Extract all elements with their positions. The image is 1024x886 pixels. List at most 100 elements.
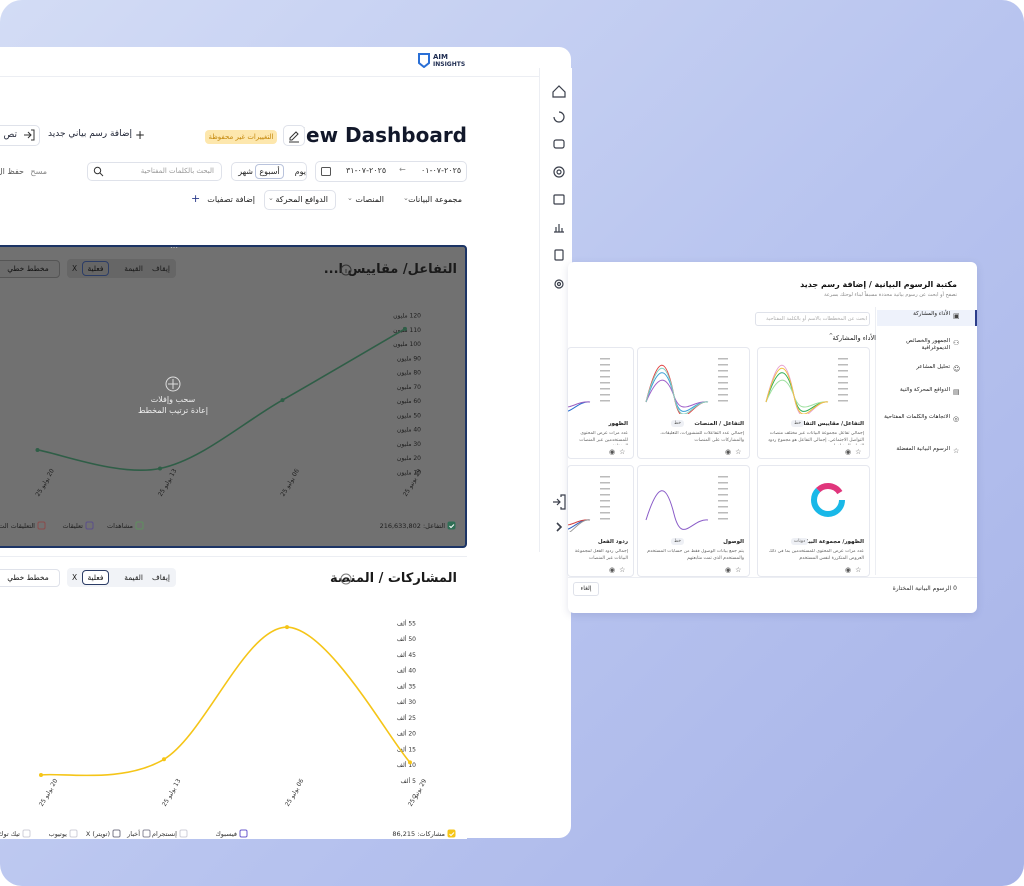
- edit-button[interactable]: [283, 125, 305, 146]
- chart-card[interactable]: الظهور خط عدد مرات عرض المحتوى للمستخدمين …: [567, 347, 634, 459]
- library-search[interactable]: [755, 312, 870, 326]
- save-button[interactable]: حفظ ال: [0, 167, 24, 176]
- legend-checkbox[interactable]: [447, 521, 456, 530]
- add-filter[interactable]: إضافة تصفيات: [207, 195, 255, 204]
- add-chart-button[interactable]: إضافة رسم بياني جديد: [48, 129, 132, 139]
- export-button[interactable]: [0, 125, 40, 146]
- thumb-axis-label: [718, 394, 728, 396]
- control-value[interactable]: القيمة: [124, 573, 143, 582]
- filter-box[interactable]: [264, 190, 336, 210]
- control-value[interactable]: القيمة: [124, 264, 143, 273]
- stats-icon[interactable]: [554, 224, 564, 233]
- search-box[interactable]: [87, 162, 222, 181]
- legend-checkbox[interactable]: [142, 829, 151, 838]
- chart-title: المشاركات / المنصة: [329, 571, 457, 586]
- legend-checkbox[interactable]: [239, 829, 248, 838]
- filter[interactable]: مجموعة البيانات: [408, 195, 462, 204]
- card-description: عدد مرات عرض المحتوى للمستخدمين بما في ذ…: [769, 549, 864, 561]
- library-search-placeholder: ابحث عن المخططات بالاسم أو بالكلمة المفت…: [766, 316, 867, 322]
- chart-card[interactable]: التفاعل/ مقاييس التفاعل خط إجمالي تفاعل مج…: [757, 347, 870, 459]
- chart-icon[interactable]: [553, 139, 565, 149]
- thumb-axis-label: [718, 500, 728, 502]
- control-close[interactable]: X: [72, 264, 78, 273]
- resize-handle[interactable]: ⋯: [170, 243, 178, 252]
- point: [408, 760, 412, 765]
- card-actions[interactable]: ◉☆: [609, 566, 630, 574]
- card-actions[interactable]: ◉☆: [845, 566, 866, 574]
- cancel-button[interactable]: إلغاء: [573, 582, 599, 596]
- chart-panel[interactable]: [0, 556, 467, 839]
- filter[interactable]: المنصات: [355, 195, 384, 204]
- collapse-icon[interactable]: [556, 522, 563, 532]
- legend-checkbox[interactable]: [179, 829, 188, 838]
- category-item[interactable]: الاتجاهات والكلمات المفتاحية: [884, 414, 950, 420]
- thumb-axis-label: [600, 388, 610, 390]
- y-tick-label: 100 مليون: [393, 341, 421, 348]
- card-actions[interactable]: ◉☆: [845, 448, 866, 456]
- control-pause[interactable]: إيقاف: [151, 573, 170, 582]
- period-option-selected[interactable]: أسبوع: [255, 164, 284, 179]
- card-actions[interactable]: ◉☆: [609, 448, 630, 456]
- chart-type-select[interactable]: مخطط خطي: [0, 569, 60, 587]
- thumb-axis-label: [838, 388, 848, 390]
- category-item[interactable]: الرسوم البيانية المفضلة: [896, 446, 950, 452]
- line: [40, 626, 411, 777]
- thumb-line: [568, 401, 591, 412]
- legend-checkbox[interactable]: [112, 829, 121, 838]
- refresh-icon[interactable]: [553, 111, 565, 123]
- y-tick-label: 110 مليون: [393, 327, 421, 334]
- clipboard-icon[interactable]: [554, 249, 564, 261]
- period-option[interactable]: شهر: [238, 167, 253, 176]
- legend-label: مشاركات: 86,215: [392, 830, 445, 838]
- card-actions[interactable]: ◉☆: [725, 448, 746, 456]
- chart-type-select[interactable]: مخطط خطي: [0, 260, 60, 278]
- legend-checkbox[interactable]: [447, 829, 456, 838]
- y-tick-label: 50 مليون: [397, 412, 421, 419]
- card-thumbnail: [811, 483, 845, 517]
- x-tick-label: 06 يوليو 25: [284, 778, 305, 808]
- chart-card[interactable]: الوصول خط يتم جمع بيانات الوصول فقط من حسا…: [637, 465, 750, 577]
- settings-icon[interactable]: [554, 279, 564, 289]
- control-actual[interactable]: فعلية: [82, 570, 109, 585]
- category-item[interactable]: الجمهور والخصائص الديموغرافية: [906, 338, 950, 351]
- control-pause[interactable]: إيقاف: [151, 264, 170, 273]
- card-title: الوصول: [723, 539, 744, 545]
- period-option[interactable]: يوم: [294, 167, 306, 176]
- sidebar-icons: [552, 85, 566, 532]
- legend-checkbox[interactable]: [135, 521, 144, 530]
- card-description: إجمالي ردود الفعل لمجموعة البيانات عبر ا…: [574, 549, 628, 561]
- control-actual[interactable]: فعلية: [82, 261, 109, 276]
- chart-card[interactable]: التفاعل / المنصات خط إجمالي عدد التفاعلات …: [637, 347, 750, 459]
- period-toggle: [231, 162, 307, 181]
- drag-subtitle: إعادة ترتيب المخطط: [137, 406, 208, 415]
- legend-checkbox[interactable]: [37, 521, 46, 530]
- logout-icon[interactable]: [553, 494, 566, 510]
- export-label: تص: [3, 130, 17, 140]
- thumb-axis-label: [600, 500, 610, 502]
- home-icon[interactable]: [552, 85, 566, 98]
- thumb-line: [568, 401, 591, 408]
- legend-checkbox[interactable]: [69, 829, 78, 838]
- clear-button[interactable]: مسح: [30, 167, 47, 176]
- category-item[interactable]: الأداء والمشاركة: [913, 311, 950, 317]
- card-actions[interactable]: ◉☆: [725, 566, 746, 574]
- filter[interactable]: الدوافع المحركة: [275, 195, 328, 204]
- thumb-axis-label: [600, 494, 610, 496]
- y-tick-label: 90 مليون: [397, 355, 421, 362]
- legend-checkbox[interactable]: [22, 829, 31, 838]
- chart-card[interactable]: ردود الفعل خط إجمالي ردود الفعل لمجموعة ال…: [567, 465, 634, 577]
- thumb-axis-label: [600, 358, 610, 360]
- card-thumbnail: [568, 476, 610, 532]
- report-icon[interactable]: [553, 194, 565, 205]
- date-range[interactable]: [315, 161, 467, 182]
- thumb-axis-label: [718, 358, 728, 360]
- chart-panel[interactable]: [0, 245, 467, 548]
- category-item[interactable]: الدوافع المحركة والنية: [900, 387, 950, 393]
- legend-checkbox[interactable]: [85, 521, 94, 530]
- modal-footer-divider: [568, 577, 977, 578]
- control-close[interactable]: X: [72, 573, 78, 582]
- category-item[interactable]: تحليل المشاعر: [916, 364, 950, 370]
- target-icon[interactable]: [553, 166, 565, 178]
- chart-card[interactable]: الظهور/ مجموعة البيانات دونات عدد مرات عرض…: [757, 465, 870, 577]
- legend-check: [449, 524, 455, 529]
